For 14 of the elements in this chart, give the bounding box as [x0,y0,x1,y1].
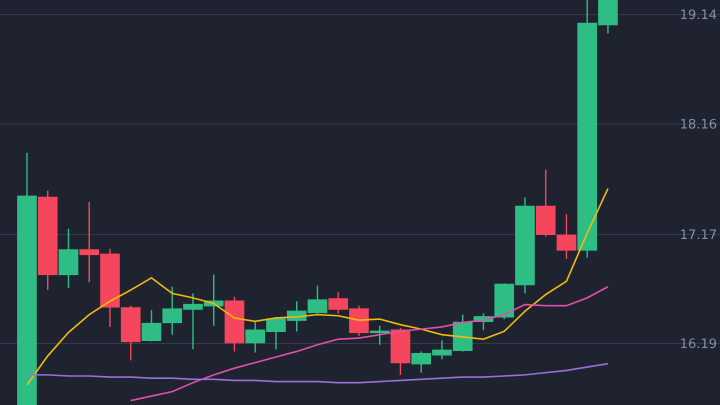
candlestick [58,228,78,289]
candlestick [38,190,58,291]
y-tick-label: 18.16 [680,117,717,132]
y-tick-label: 19.14 [680,8,717,24]
candlestick [224,296,244,352]
line-series [130,286,609,402]
y-tick-label: 16.19 [680,337,717,352]
candlestick [370,325,390,346]
candlestick [17,152,37,405]
candlestick [390,327,410,376]
line-series [26,362,609,384]
candlestick [142,309,162,342]
line-series [26,188,609,386]
y-tick-label: 17.17 [680,228,717,243]
